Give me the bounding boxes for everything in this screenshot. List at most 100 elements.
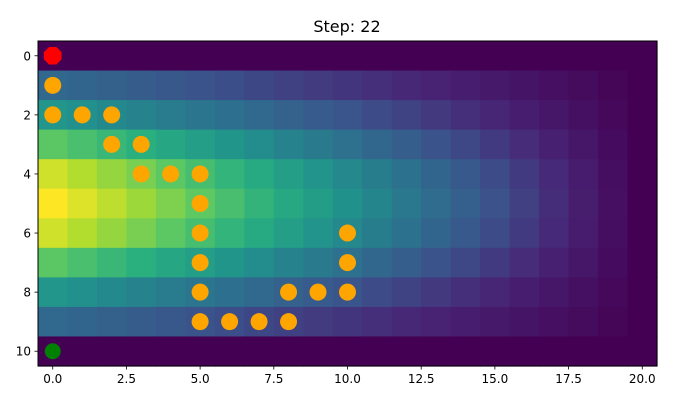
heatmap-cell [244, 247, 275, 278]
heatmap-cell [96, 336, 128, 367]
heatmap-cell [155, 188, 186, 219]
path-point [44, 106, 62, 124]
heatmap-cell [126, 306, 157, 338]
heatmap-cell [450, 41, 481, 72]
heatmap-cell [480, 41, 511, 72]
heatmap-cell [155, 70, 186, 101]
heatmap-cell [509, 306, 540, 338]
heatmap-cell [67, 188, 98, 219]
heatmap-cell [627, 277, 658, 308]
heatmap-cell [96, 218, 128, 249]
heatmap-cell [391, 188, 422, 219]
heatmap-cell [598, 336, 629, 367]
heatmap-cell [362, 247, 393, 278]
current-point [43, 47, 62, 65]
heatmap-cell [214, 277, 245, 308]
path-markers [43, 47, 356, 360]
heatmap-cell [598, 277, 629, 308]
heatmap-cell [480, 159, 511, 190]
x-axis: 0.0 2.5 5.0 7.5 10.0 12.5 15.0 17.5 20.0 [43, 366, 656, 386]
heatmap-cell [568, 129, 599, 160]
heatmap-cell [38, 247, 69, 278]
heatmap-cell [421, 306, 452, 338]
heatmap-cell [214, 218, 245, 249]
heatmap-cell [627, 129, 658, 160]
path-point [103, 106, 121, 124]
heatmap-cell [568, 218, 599, 249]
path-point [132, 165, 150, 183]
heatmap-cell [155, 336, 186, 367]
heatmap-cell [627, 306, 658, 338]
x-tick-label: 0.0 [43, 372, 62, 386]
heatmap-cell [362, 277, 393, 308]
heatmap-cell [539, 70, 570, 101]
path-point [73, 106, 91, 124]
heatmap-cell [421, 41, 452, 72]
heatmap-cell [155, 129, 186, 160]
heatmap-cell [539, 159, 570, 190]
heatmap-cell [480, 306, 511, 338]
x-tick-label: 20.0 [629, 372, 656, 386]
path-point [339, 254, 356, 272]
heatmap-cell [332, 129, 363, 160]
heatmap-cell [509, 70, 540, 101]
heatmap-cell [421, 277, 452, 308]
heatmap-cell [509, 100, 540, 131]
heatmap-cell [126, 277, 157, 308]
heatmap-cell [155, 100, 186, 131]
heatmap-cell [450, 159, 481, 190]
heatmap-cell [627, 41, 658, 72]
heatmap-cell [332, 41, 363, 72]
heatmap-cell [480, 218, 511, 249]
heatmap-cell [67, 129, 98, 160]
path-point [309, 283, 327, 301]
heatmap-cell [539, 306, 570, 338]
heatmap-cell [96, 247, 128, 278]
heatmap-cell [126, 188, 157, 219]
heatmap-cell [509, 218, 540, 249]
heatmap-cell [391, 336, 422, 367]
y-tick-label: 8 [23, 286, 31, 300]
heatmap-cell [598, 41, 629, 72]
heatmap-cell [244, 188, 275, 219]
heatmap-cell [539, 277, 570, 308]
heatmap-cell [185, 41, 216, 72]
heatmap-cell [391, 277, 422, 308]
heatmap-cell [450, 336, 481, 367]
heatmap-cell [273, 218, 304, 249]
path-point [250, 313, 268, 331]
heatmap-cell [96, 277, 128, 308]
heatmap-cell [38, 218, 69, 249]
y-axis: 0 2 4 6 8 10 [16, 49, 38, 359]
heatmap-cell [627, 100, 658, 131]
heatmap-cell [480, 129, 511, 160]
heatmap-cell [185, 100, 216, 131]
heatmap-cell [273, 188, 304, 219]
heatmap-cell [67, 306, 98, 338]
heatmap-cell [391, 159, 422, 190]
heatmap-cell [598, 247, 629, 278]
heatmap-cell [568, 159, 599, 190]
heatmap-cell [627, 188, 658, 219]
heatmap-cell [627, 218, 658, 249]
path-point [103, 135, 121, 153]
heatmap-cell [509, 277, 540, 308]
heatmap-cell [450, 247, 481, 278]
heatmap-cell [362, 70, 393, 101]
heatmap-cell [155, 306, 186, 338]
heatmap-cell [421, 70, 452, 101]
x-tick-label: 10.0 [334, 372, 361, 386]
heatmap-cell [67, 70, 98, 101]
heatmap-cell [450, 129, 481, 160]
heatmap-cell [155, 41, 186, 72]
heatmap-cell [568, 188, 599, 219]
heatmap-cell [155, 218, 186, 249]
heatmap-cell [67, 218, 98, 249]
heatmap-cell [303, 70, 334, 101]
heatmap-cell [214, 188, 245, 219]
heatmap-cell [67, 247, 98, 278]
heatmap-cell [421, 100, 452, 131]
heatmap-cell [155, 247, 186, 278]
path-point [162, 165, 180, 183]
heatmap-cell [450, 218, 481, 249]
